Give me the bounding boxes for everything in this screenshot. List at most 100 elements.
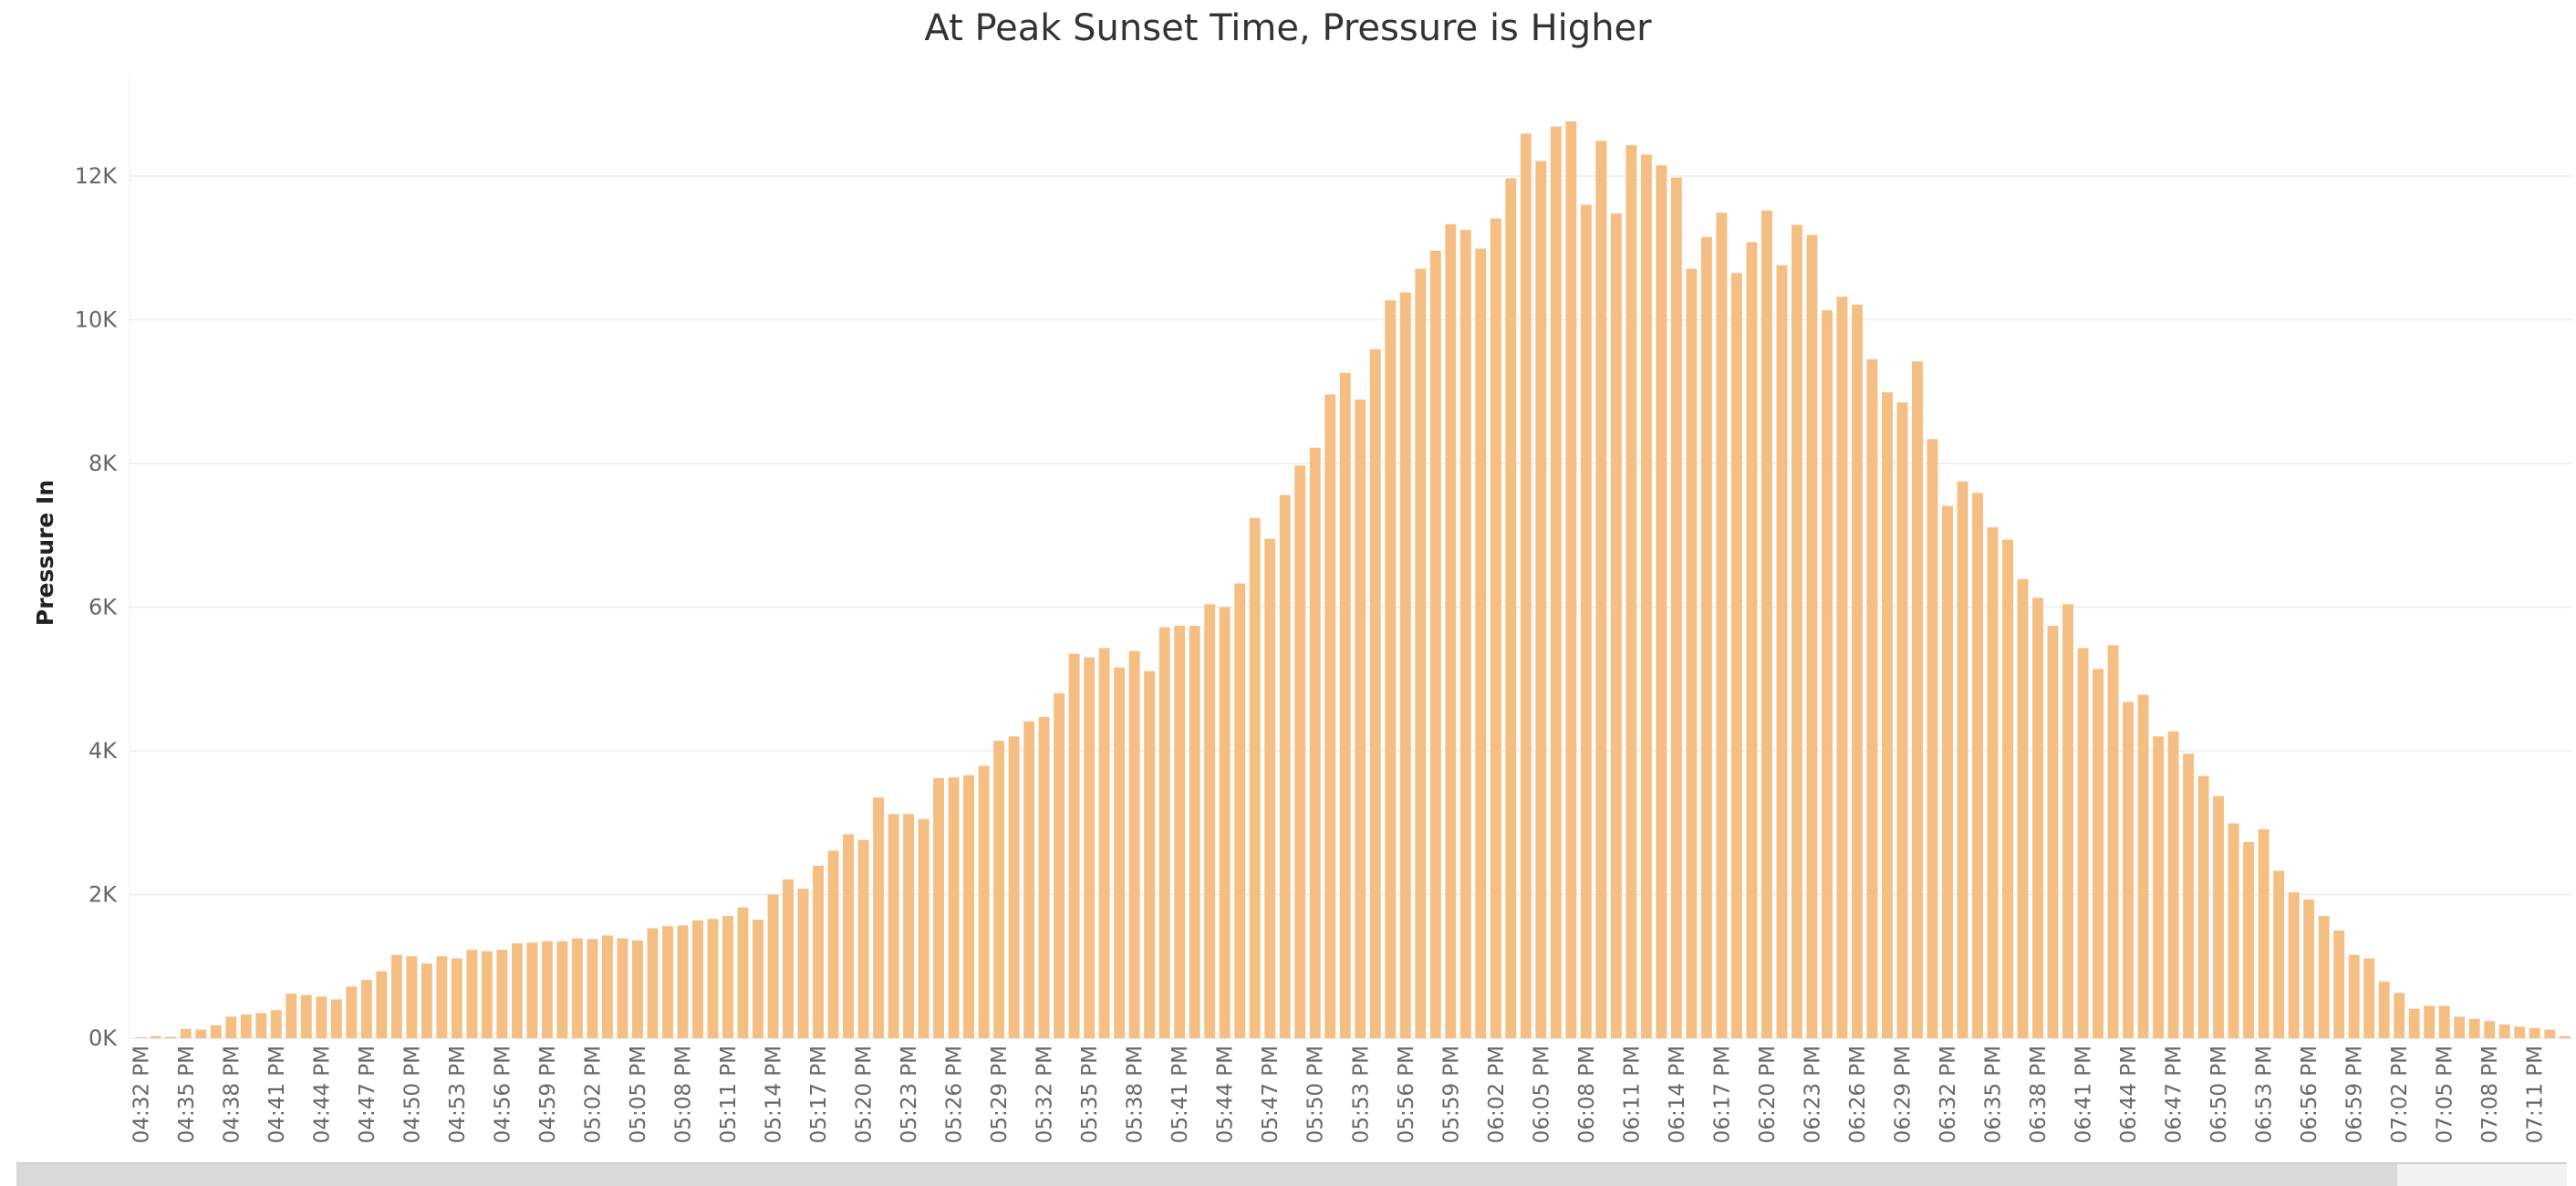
bar[interactable] <box>1054 693 1065 1038</box>
bar[interactable] <box>2137 694 2149 1039</box>
bar[interactable] <box>2047 625 2059 1038</box>
bar[interactable] <box>541 941 553 1038</box>
bar[interactable] <box>753 920 763 1038</box>
bar[interactable] <box>1084 657 1096 1039</box>
bar[interactable] <box>2378 981 2390 1038</box>
bar[interactable] <box>1475 248 1487 1038</box>
bar[interactable] <box>360 980 372 1038</box>
bar[interactable] <box>1264 538 1276 1038</box>
bar[interactable] <box>1836 296 1848 1038</box>
bar[interactable] <box>1806 234 1818 1039</box>
bar[interactable] <box>2529 1027 2540 1038</box>
bar[interactable] <box>1505 178 1517 1039</box>
bar[interactable] <box>1038 716 1050 1038</box>
bar[interactable] <box>390 954 402 1038</box>
bar[interactable] <box>1730 273 1742 1038</box>
bar[interactable] <box>783 879 794 1038</box>
bar[interactable] <box>2273 870 2285 1038</box>
bar[interactable] <box>1610 213 1622 1038</box>
bar[interactable] <box>2484 1021 2496 1038</box>
bar[interactable] <box>1761 210 1772 1039</box>
bar[interactable] <box>1324 394 1336 1038</box>
bar[interactable] <box>1339 372 1351 1038</box>
bar[interactable] <box>436 956 448 1038</box>
bar[interactable] <box>1068 653 1080 1038</box>
bar[interactable] <box>888 814 899 1038</box>
bar[interactable] <box>737 907 749 1038</box>
bar[interactable] <box>1822 310 1833 1038</box>
bar[interactable] <box>571 938 583 1038</box>
bar[interactable] <box>255 1013 267 1038</box>
bar[interactable] <box>466 950 478 1038</box>
bar[interactable] <box>1385 300 1397 1038</box>
bar[interactable] <box>1987 527 1999 1038</box>
bar[interactable] <box>857 839 869 1038</box>
scrollbar-thumb[interactable] <box>16 1164 2397 1186</box>
bar[interactable] <box>1746 242 1758 1038</box>
bar[interactable] <box>1189 625 1200 1038</box>
bar[interactable] <box>406 956 418 1038</box>
bar[interactable] <box>1355 399 1366 1038</box>
bar[interactable] <box>602 935 613 1038</box>
bar[interactable] <box>1369 349 1381 1038</box>
bar[interactable] <box>2197 775 2209 1038</box>
bar[interactable] <box>2454 1016 2466 1039</box>
bar[interactable] <box>1942 505 1953 1038</box>
bar[interactable] <box>662 926 673 1038</box>
bar[interactable] <box>2258 828 2270 1038</box>
bar[interactable] <box>421 963 432 1038</box>
bar[interactable] <box>993 740 1005 1038</box>
bar[interactable] <box>843 834 854 1038</box>
bar[interactable] <box>195 1029 207 1038</box>
bar[interactable] <box>1114 667 1126 1038</box>
bar[interactable] <box>2394 993 2405 1038</box>
bar[interactable] <box>2438 1005 2450 1038</box>
bar[interactable] <box>903 814 915 1038</box>
bar[interactable] <box>1700 236 1712 1038</box>
bar[interactable] <box>2153 736 2165 1038</box>
bar[interactable] <box>2498 1025 2510 1038</box>
bar[interactable] <box>2288 892 2300 1038</box>
bar[interactable] <box>316 996 327 1038</box>
bar[interactable] <box>722 916 733 1039</box>
bar[interactable] <box>286 994 297 1038</box>
bar[interactable] <box>135 1037 147 1038</box>
bar[interactable] <box>873 797 884 1038</box>
bar[interactable] <box>677 925 689 1038</box>
bar[interactable] <box>1927 439 1938 1039</box>
bar[interactable] <box>632 940 643 1038</box>
bar[interactable] <box>1550 126 1562 1038</box>
bar[interactable] <box>1415 268 1427 1039</box>
bar[interactable] <box>2408 1008 2420 1038</box>
bar[interactable] <box>1626 145 1637 1038</box>
bar[interactable] <box>1445 224 1457 1038</box>
bar[interactable] <box>1972 493 1983 1038</box>
bar[interactable] <box>300 994 312 1038</box>
bar[interactable] <box>1234 583 1246 1038</box>
bar[interactable] <box>1852 304 1863 1039</box>
bar[interactable] <box>376 971 388 1038</box>
bar[interactable] <box>2077 648 2089 1038</box>
bar[interactable] <box>2123 702 2135 1038</box>
bar[interactable] <box>2062 604 2073 1038</box>
bar[interactable] <box>813 866 824 1038</box>
bar[interactable] <box>1309 447 1321 1038</box>
bar[interactable] <box>511 943 523 1038</box>
bar[interactable] <box>1429 250 1441 1038</box>
bar[interactable] <box>978 765 990 1038</box>
bar[interactable] <box>933 777 945 1038</box>
bar[interactable] <box>240 1014 252 1038</box>
bar[interactable] <box>2348 954 2360 1038</box>
bar[interactable] <box>1535 161 1547 1038</box>
horizontal-scrollbar[interactable] <box>16 1162 2567 1186</box>
bar[interactable] <box>225 1016 237 1039</box>
bar[interactable] <box>1776 265 1788 1038</box>
bar[interactable] <box>2213 796 2225 1038</box>
bar[interactable] <box>165 1036 177 1038</box>
bar[interactable] <box>2243 842 2255 1038</box>
bar[interactable] <box>2093 669 2103 1038</box>
bar[interactable] <box>1204 604 1216 1038</box>
bar[interactable] <box>2002 539 2013 1038</box>
bar[interactable] <box>1791 224 1802 1039</box>
bar[interactable] <box>1098 648 1110 1038</box>
